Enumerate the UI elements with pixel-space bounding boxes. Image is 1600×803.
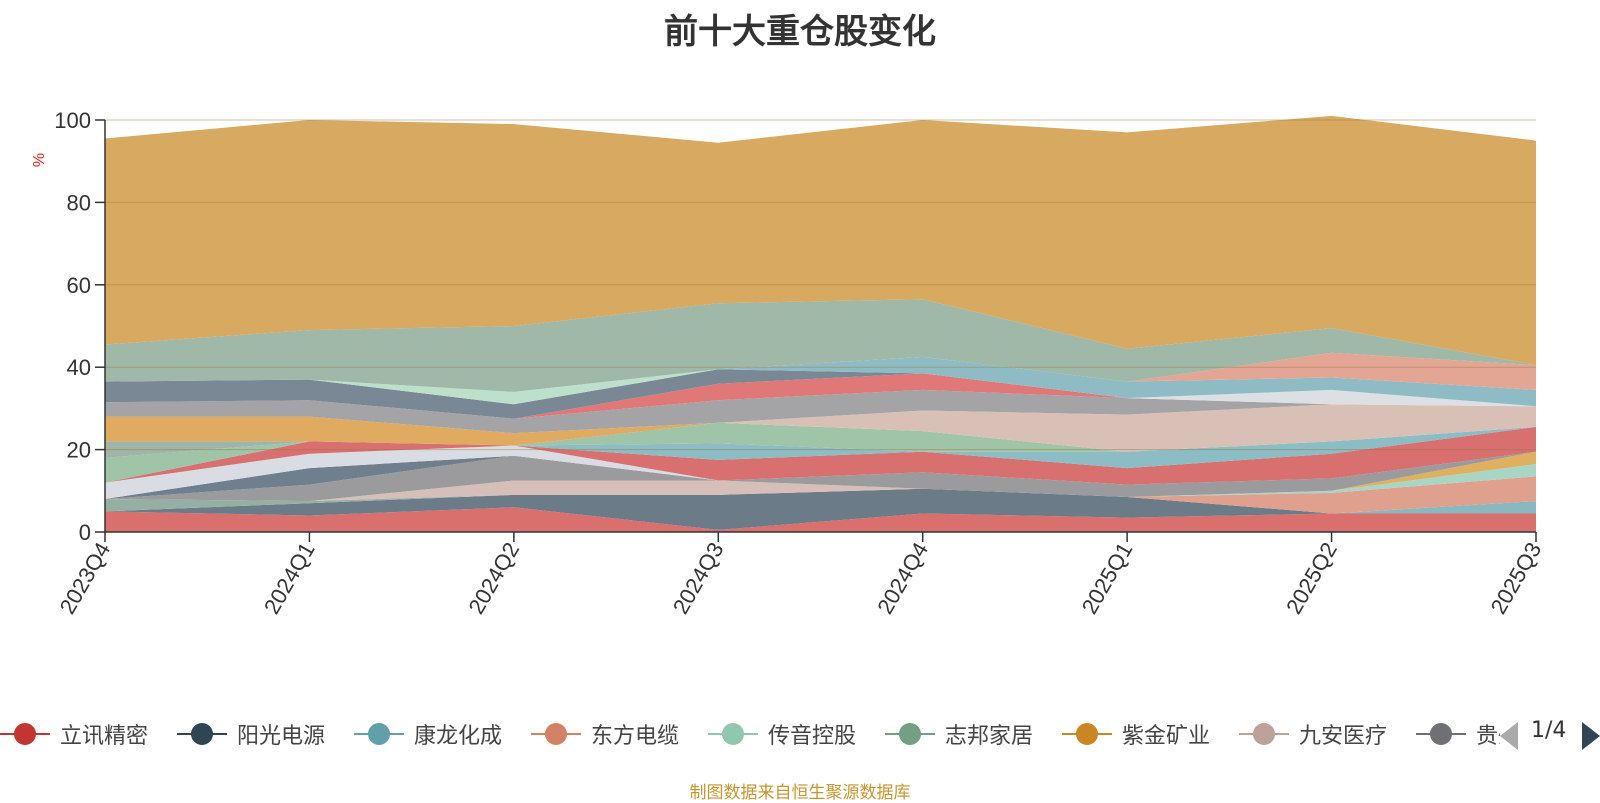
x-tick-label-3: 2024Q3 <box>668 538 729 618</box>
legend-item-7[interactable]: 九安医疗 <box>1239 712 1416 752</box>
legend-label: 立讯精密 <box>60 724 149 749</box>
legend-dot-icon <box>1253 723 1275 745</box>
area-series-18[interactable] <box>105 389 1536 419</box>
legend-next-page-icon[interactable] <box>1582 722 1600 750</box>
area-series-0[interactable] <box>105 507 1536 532</box>
area-series-16[interactable] <box>105 404 1536 452</box>
y-tick-label-0: 0 <box>79 520 91 545</box>
area-series-3[interactable] <box>105 476 1536 514</box>
legend-dot-icon <box>899 723 921 745</box>
y-tick-label-3: 60 <box>67 273 91 298</box>
y-tick-label-5: 100 <box>54 108 91 133</box>
legend-item-1[interactable]: 阳光电源 <box>177 712 354 752</box>
x-tick-label-4: 2024Q4 <box>872 538 933 618</box>
area-series-7[interactable] <box>105 451 1536 502</box>
legend-page-indicator: 1/4 <box>1531 718 1567 743</box>
area-series-8[interactable] <box>105 451 1536 502</box>
legend-dot-icon <box>14 723 36 745</box>
y-tick-label-2: 40 <box>67 355 91 380</box>
legend-label: 传音控股 <box>768 724 857 749</box>
x-tick-label-6: 2025Q2 <box>1281 538 1342 618</box>
x-tick-label-2: 2024Q2 <box>463 538 524 618</box>
area-series-22[interactable] <box>105 356 1536 405</box>
source-note: 制图数据来自恒生聚源数据库 <box>689 783 911 803</box>
area-series-24[interactable] <box>105 299 1536 392</box>
legend-item-3[interactable]: 东方电缆 <box>531 712 708 752</box>
legend-label: 康龙化成 <box>414 724 503 749</box>
x-tick-label-5: 2025Q1 <box>1077 538 1138 618</box>
area-series-11[interactable] <box>105 426 1536 485</box>
area-series-1[interactable] <box>105 488 1536 530</box>
legend-prev-page-icon[interactable] <box>1500 722 1518 750</box>
legend-label: 贵州茅台 <box>1476 724 1500 749</box>
legend-dot-icon <box>545 723 567 745</box>
legend: 立讯精密 阳光电源 康龙化成 东方电缆 传音控股 志邦家居 紫金矿业 九安医疗 贵州茅台 <box>0 712 1500 752</box>
x-tick-label-1: 2024Q1 <box>259 538 320 618</box>
area-series-25[interactable] <box>105 115 1536 366</box>
legend-label: 东方电缆 <box>591 724 680 749</box>
legend-pager: 1/4 <box>1500 716 1600 750</box>
legend-item-2[interactable]: 康龙化成 <box>354 712 531 752</box>
legend-label: 紫金矿业 <box>1122 724 1211 749</box>
legend-item-6[interactable]: 紫金矿业 <box>1062 712 1239 752</box>
x-tick-label-0: 2023Q4 <box>55 538 116 618</box>
x-tick-label-7: 2025Q3 <box>1486 538 1547 618</box>
y-tick-label-1: 20 <box>67 438 91 463</box>
legend-label: 九安医疗 <box>1299 724 1388 749</box>
area-series-20[interactable] <box>105 369 1536 419</box>
legend-item-0[interactable]: 立讯精密 <box>0 712 177 752</box>
y-axis-label: % <box>31 153 48 167</box>
y-tick-label-4: 80 <box>67 190 91 215</box>
legend-item-5[interactable]: 志邦家居 <box>885 712 1062 752</box>
legend-label: 志邦家居 <box>945 724 1034 749</box>
legend-dot-icon <box>722 723 744 745</box>
area-series-15[interactable] <box>105 416 1536 452</box>
area-series-23[interactable] <box>105 352 1536 392</box>
chart-title: 前十大重仓股变化 <box>664 12 936 52</box>
area-series-13[interactable] <box>105 422 1536 483</box>
legend-dot-icon <box>191 723 213 745</box>
area-series-10[interactable] <box>105 445 1536 500</box>
area-series-12[interactable] <box>105 426 1536 483</box>
grid-lines <box>105 119 1536 451</box>
area-series-2[interactable] <box>105 488 1536 514</box>
legend-item-4[interactable]: 传音控股 <box>708 712 885 752</box>
area-series-17[interactable] <box>105 389 1536 434</box>
area-series-19[interactable] <box>105 373 1536 419</box>
legend-label: 阳光电源 <box>237 724 326 749</box>
legend-dot-icon <box>368 723 390 745</box>
legend-dot-icon <box>1430 723 1452 745</box>
area-series-21[interactable] <box>105 356 1536 407</box>
legend-dot-icon <box>1076 723 1098 745</box>
legend-item-8[interactable]: 贵州茅台 <box>1416 712 1500 752</box>
area-layers <box>105 115 1536 532</box>
